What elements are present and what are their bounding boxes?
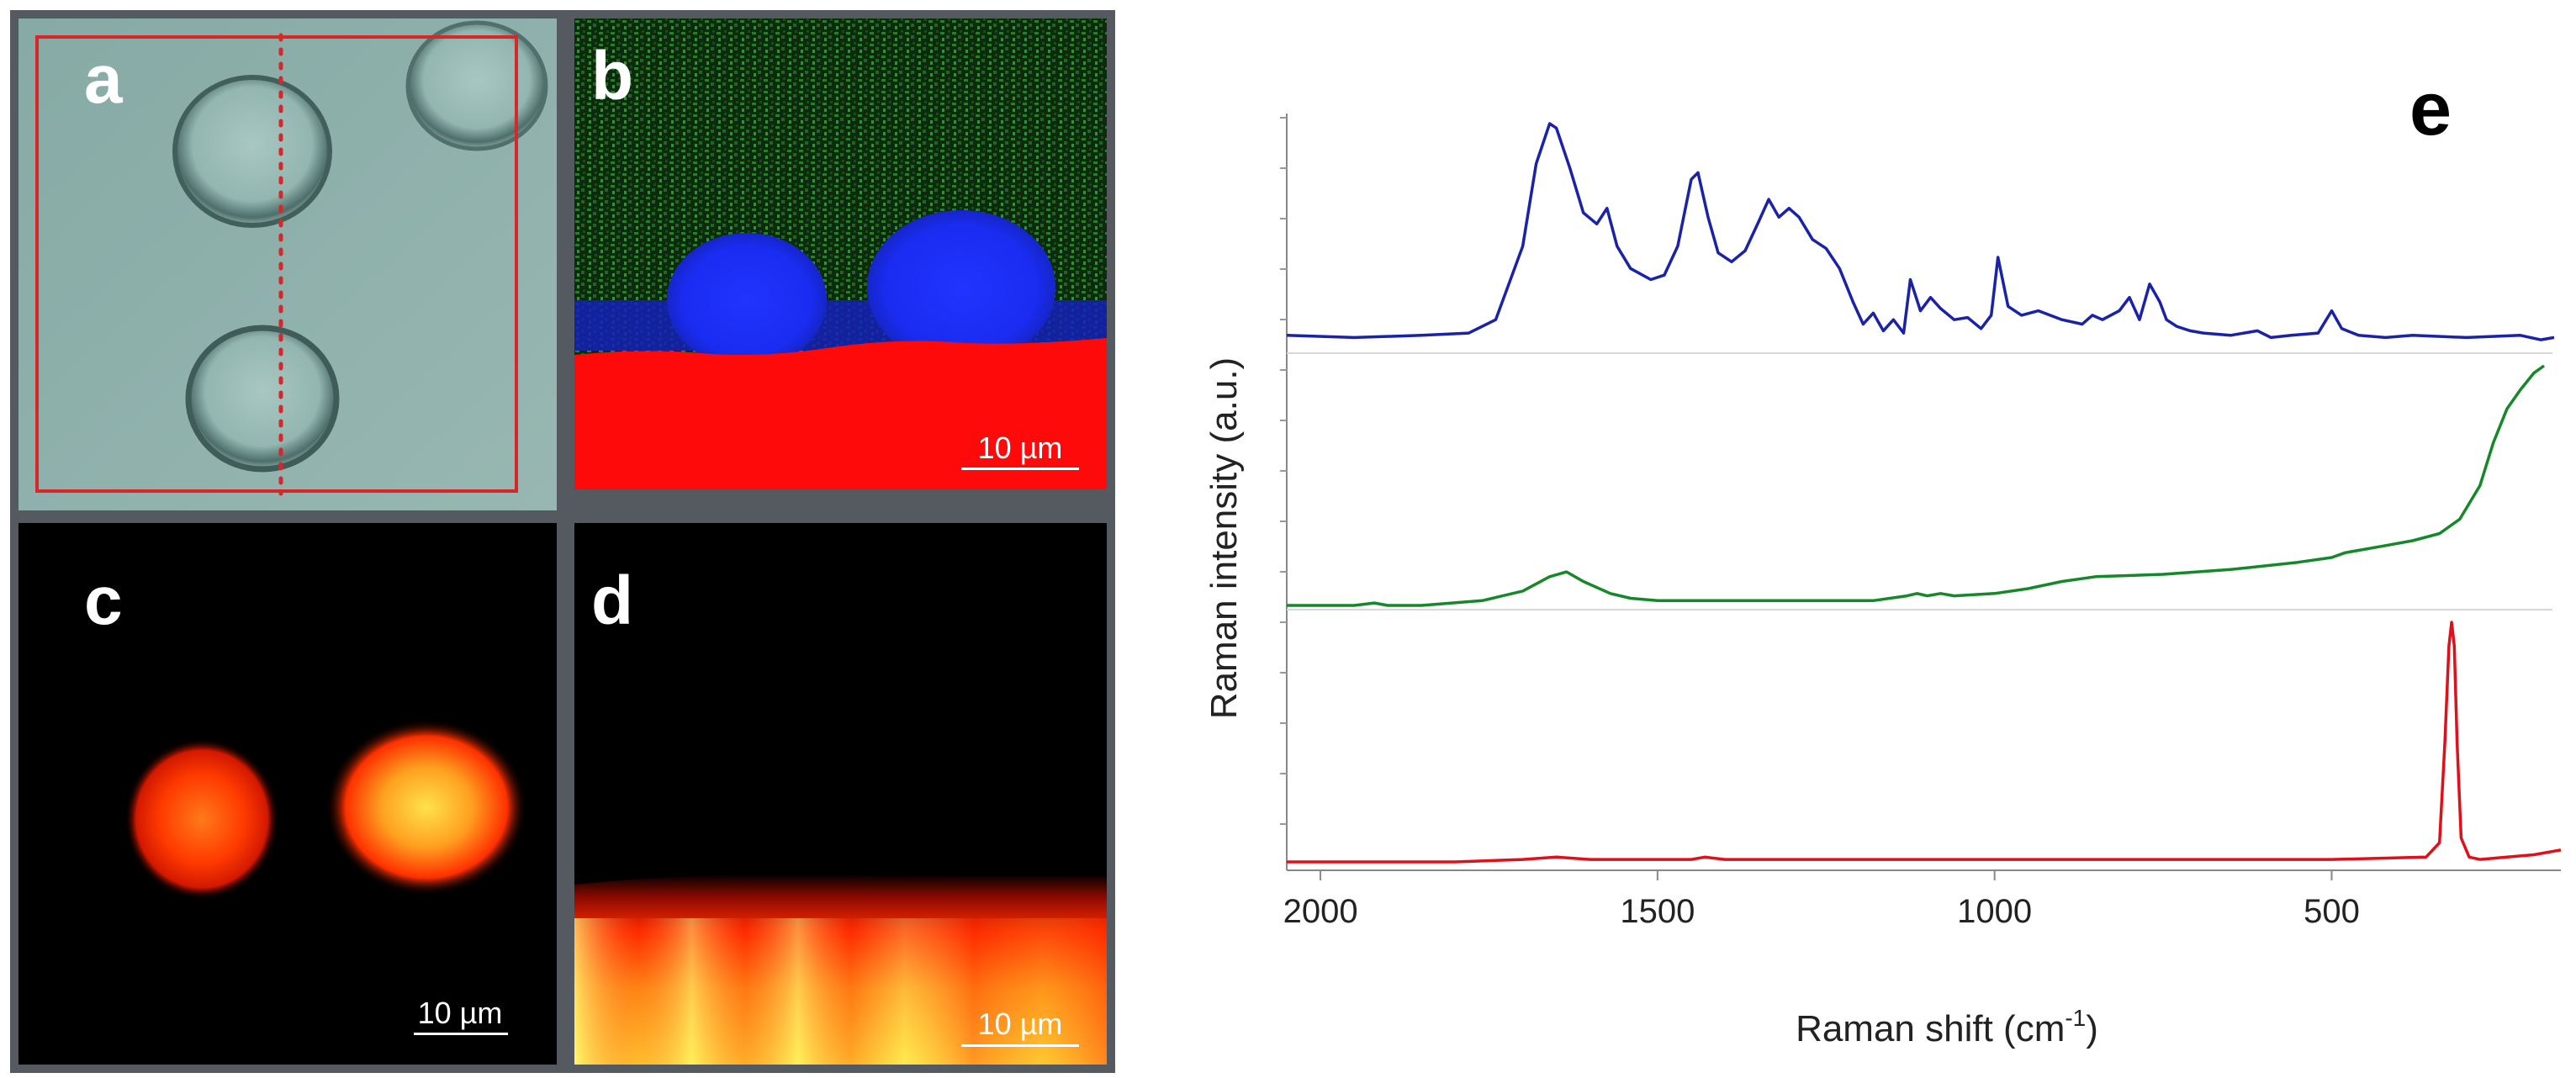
x-tick-label-1000: 1000: [1957, 893, 2032, 930]
panel-a-brightfield: a: [19, 18, 557, 510]
heatmap-cells-image: [19, 523, 557, 1065]
panel-a-label: a: [84, 41, 123, 118]
panel-b-component-map: b 10 µm: [574, 18, 1107, 489]
panel-d-scale-line: [961, 1044, 1079, 1047]
heat-substrate-stripes: [574, 918, 1107, 1065]
x-tick-label-1500: 1500: [1620, 893, 1695, 930]
map-blue-cell-left: [667, 233, 827, 367]
cell-top: [172, 75, 332, 228]
heatmap-substrate-image: [574, 523, 1107, 1065]
cell-bottom: [185, 325, 340, 473]
panel-e-label: e: [2409, 67, 2452, 151]
x-axis-label: Raman shift (cm-1): [1796, 1005, 2098, 1049]
panel-d-scale-bar: 10 µm: [977, 1007, 1063, 1041]
panel-c-heatmap: c 10 µm: [19, 523, 557, 1065]
panel-b-scale-bar: 10 µm: [977, 431, 1063, 465]
scan-area-rectangle: [35, 35, 518, 493]
series-line-green-spectrum: [1287, 364, 2546, 607]
panel-b-scale-line: [961, 468, 1079, 470]
series-line-red-spectrum: [1287, 621, 2562, 864]
heat-cell-left: [124, 738, 279, 900]
panel-d-label: d: [591, 563, 634, 639]
x-axis-label-close: ): [2086, 1008, 2098, 1049]
spectra-series: [1286, 122, 2562, 864]
y-axis-label: Raman intensity (a.u.): [1203, 357, 1245, 719]
panel-c-label: c: [84, 563, 123, 639]
panel-d-heatmap: d 10 µm: [574, 523, 1107, 1065]
panel-b-label: b: [591, 38, 634, 114]
chart-axes: [1280, 114, 2561, 880]
heat-cell-right: [325, 719, 527, 896]
map-blue-cell-right: [867, 210, 1055, 365]
panel-c-scale-line: [414, 1033, 508, 1035]
cell-corner: [405, 20, 548, 151]
raman-spectra-chart: 2000 1500 1000 500 Raman shift (cm-1) Ra…: [1203, 67, 2562, 1049]
series-line-blue-spectrum: [1286, 122, 2555, 341]
brightfield-image: [19, 18, 557, 510]
x-axis-label-superscript: -1: [2065, 1005, 2086, 1031]
panel-c-scale-bar: 10 µm: [417, 996, 503, 1030]
x-tick-label-500: 500: [2304, 893, 2360, 930]
x-tick-label-2000: 2000: [1283, 893, 1358, 930]
map-red-substrate: [574, 338, 1107, 489]
component-map-image: [574, 18, 1107, 489]
x-axis-label-text: Raman shift (cm: [1796, 1008, 2065, 1049]
